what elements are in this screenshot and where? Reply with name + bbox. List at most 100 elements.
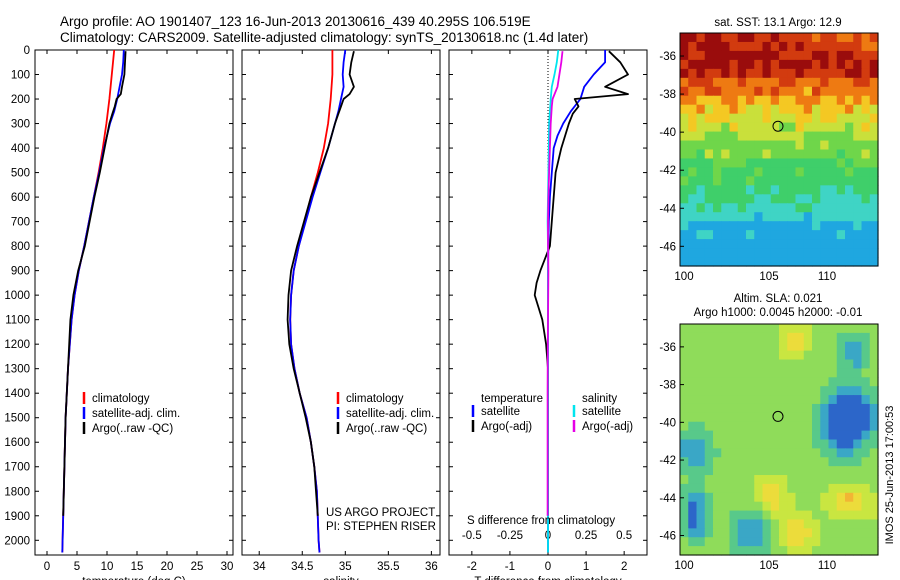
- map-cell: [737, 257, 747, 267]
- map-cell: [787, 350, 797, 361]
- map-cell: [737, 248, 747, 258]
- map-cell: [828, 230, 838, 240]
- map-cell: [713, 324, 722, 334]
- map-cell: [754, 239, 764, 249]
- map-cell: [721, 475, 731, 485]
- map-cell: [696, 41, 706, 52]
- map-cell: [696, 212, 706, 222]
- map-cell: [869, 203, 879, 213]
- map-cell: [803, 248, 813, 258]
- map-cell: [787, 546, 797, 556]
- map-cell: [680, 537, 689, 547]
- map-cell: [770, 194, 780, 204]
- map-cell: [861, 41, 871, 52]
- s-tick-label: 0.25: [575, 530, 597, 542]
- map-cell: [795, 448, 805, 458]
- map-cell: [704, 33, 714, 43]
- map-cell: [680, 185, 689, 195]
- map-cell: [704, 257, 714, 267]
- map-cell: [704, 68, 714, 79]
- map-cell: [696, 167, 706, 177]
- map-cell: [812, 68, 821, 79]
- y-tick-label: 700: [11, 217, 30, 229]
- map-cell: [803, 439, 813, 449]
- map-cell: [721, 68, 731, 79]
- map-cell: [812, 403, 821, 414]
- map-cell: [713, 377, 722, 387]
- map-cell: [770, 501, 780, 512]
- map-cell: [680, 230, 689, 240]
- map-cell: [828, 519, 838, 529]
- map-cell: [770, 332, 780, 343]
- map-cell: [836, 194, 846, 204]
- y-tick-label: 1700: [4, 462, 30, 474]
- map-cell: [828, 221, 838, 231]
- map-cell: [787, 448, 797, 458]
- map-cell: [737, 395, 747, 405]
- map-cell: [820, 501, 830, 512]
- map-cell: [836, 158, 846, 169]
- map-cell: [713, 203, 722, 213]
- map-cell: [704, 248, 714, 258]
- map-cell: [787, 403, 797, 414]
- map-cell: [861, 194, 871, 204]
- map-cell: [869, 113, 879, 124]
- map-cell: [845, 501, 854, 512]
- map-cell: [779, 386, 788, 396]
- map-cell: [746, 158, 755, 169]
- map-cell: [787, 421, 797, 432]
- map-cell: [803, 194, 813, 204]
- map-cell: [704, 457, 714, 467]
- map-cell: [845, 86, 854, 97]
- map-cell: [853, 341, 863, 352]
- map-cell: [746, 203, 755, 213]
- map-cell: [746, 448, 755, 458]
- map-cell: [779, 457, 788, 467]
- map-cell: [737, 167, 747, 177]
- map-cell: [869, 167, 879, 177]
- map-cell: [845, 68, 854, 79]
- map-cell: [721, 203, 731, 213]
- map-cell: [820, 368, 830, 378]
- map-cell: [820, 483, 830, 494]
- map-cell: [762, 430, 772, 441]
- map-x-tick-label: 100: [674, 560, 693, 572]
- map-cell: [680, 131, 689, 142]
- map-cell: [721, 501, 731, 512]
- map-cell: [729, 122, 739, 133]
- map-cell: [762, 221, 772, 231]
- map-cell: [787, 68, 797, 79]
- map-cell: [737, 149, 747, 160]
- map-cell: [795, 492, 805, 503]
- salinity-legend: climatology satellite-adj. clim. Argo(..…: [326, 392, 436, 533]
- map-cell: [713, 185, 722, 195]
- map-cell: [869, 176, 879, 186]
- map-cell: [869, 403, 879, 414]
- map-cell: [762, 475, 772, 485]
- map-cell: [836, 122, 846, 133]
- x-tick-label: 20: [161, 561, 174, 573]
- map-cell: [787, 131, 797, 142]
- map-cell: [861, 430, 871, 441]
- map-cell: [795, 140, 805, 151]
- map-cell: [779, 194, 788, 204]
- map-cell: [853, 50, 863, 61]
- map-cell: [820, 59, 830, 70]
- map-cell: [762, 149, 772, 160]
- map-cell: [770, 248, 780, 258]
- map-cell: [845, 324, 854, 334]
- map-cell: [729, 203, 739, 213]
- map-cell: [803, 403, 813, 414]
- map-cell: [696, 239, 706, 249]
- map-cell: [787, 185, 797, 195]
- map-cell: [836, 185, 846, 195]
- map-cell: [762, 528, 772, 538]
- map-cell: [828, 33, 838, 43]
- map-cell: [836, 324, 846, 334]
- map-cell: [688, 185, 698, 195]
- map-cell: [754, 95, 764, 106]
- map-cell: [746, 122, 755, 133]
- map-cell: [853, 421, 863, 432]
- map-cell: [713, 403, 722, 414]
- map-cell: [820, 149, 830, 160]
